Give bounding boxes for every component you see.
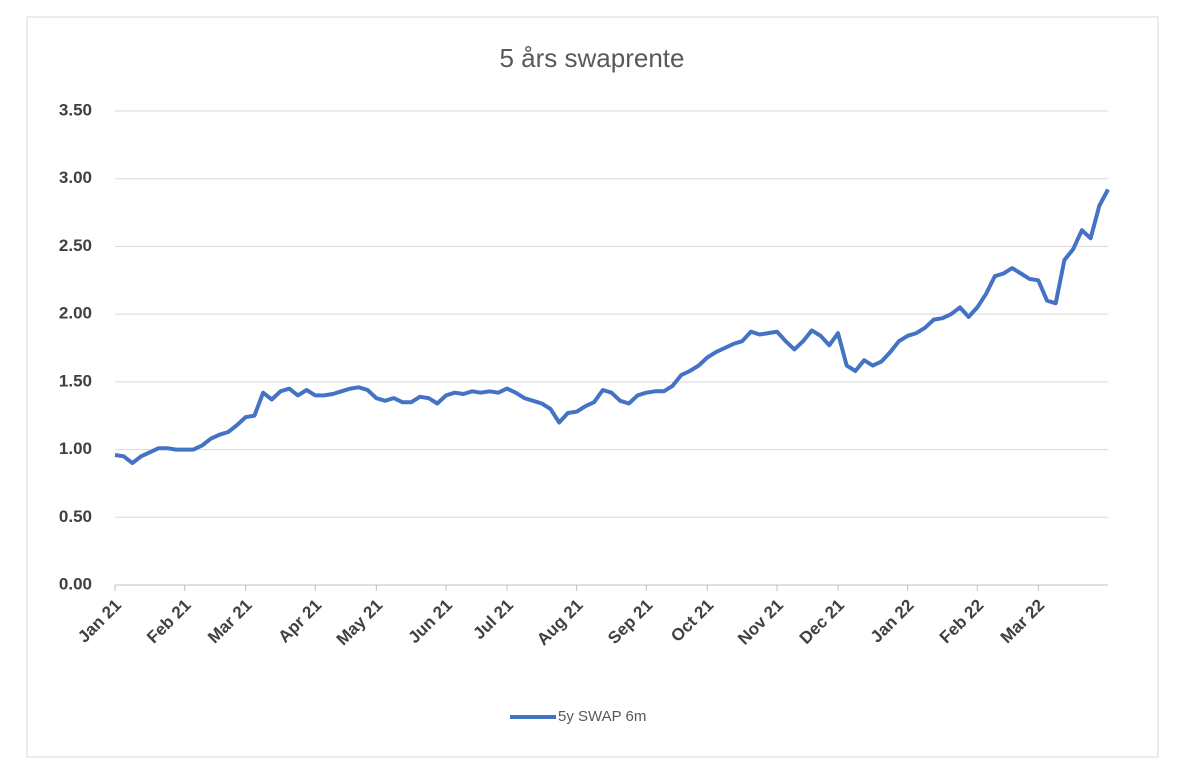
- y-tick-label: 1.00: [59, 439, 92, 458]
- y-tick-label: 3.50: [59, 100, 92, 119]
- y-tick-label: 1.50: [59, 371, 92, 390]
- y-tick-label: 2.50: [59, 236, 92, 255]
- chart-frame: [26, 16, 1159, 758]
- y-tick-label: 0.50: [59, 507, 92, 526]
- chart-title: 5 års swaprente: [500, 43, 685, 73]
- y-tick-label: 0.00: [59, 574, 92, 593]
- y-tick-label: 2.00: [59, 304, 92, 323]
- legend-label: 5y SWAP 6m: [558, 708, 646, 725]
- y-tick-label: 3.00: [59, 168, 92, 187]
- line-series: [114, 188, 1110, 466]
